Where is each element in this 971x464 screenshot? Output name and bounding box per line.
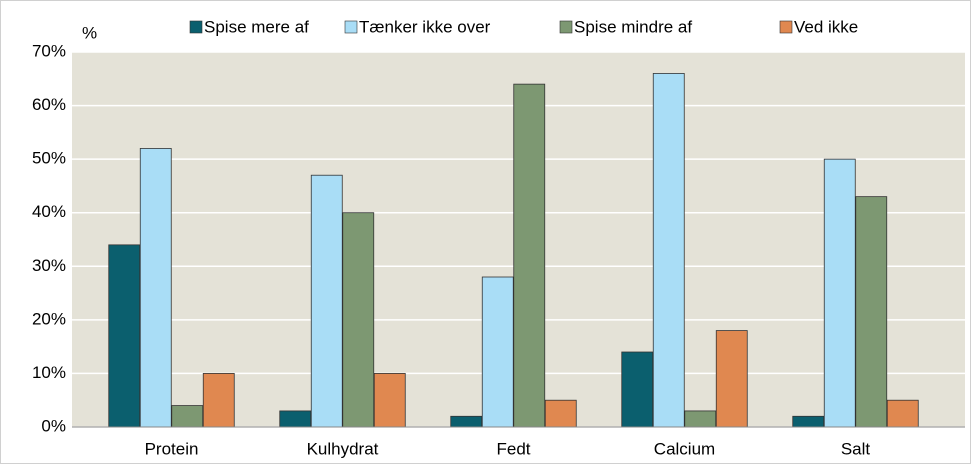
legend-label: Spise mindre af — [574, 17, 692, 36]
x-tick-label: Protein — [145, 439, 199, 458]
bar — [139, 148, 172, 428]
bar — [652, 73, 685, 428]
legend-swatch — [559, 20, 573, 34]
bar — [513, 83, 546, 428]
y-tick-label: 40% — [32, 202, 66, 221]
x-tick-label: Kulhydrat — [307, 439, 379, 458]
x-tick-label: Salt — [841, 439, 871, 458]
legend-label: Spise mere af — [204, 17, 309, 36]
bar — [171, 405, 204, 428]
y-unit: % — [82, 23, 97, 42]
legend-label: Ved ikke — [794, 17, 858, 36]
bar — [792, 415, 825, 428]
y-tick-label: 10% — [32, 363, 66, 382]
bar — [108, 244, 141, 428]
legend-swatch — [344, 20, 358, 34]
x-tick-label: Calcium — [654, 439, 715, 458]
legend-swatch — [779, 20, 793, 34]
x-tick-label: Fedt — [496, 439, 530, 458]
bar — [373, 373, 406, 428]
y-tick-label: 70% — [32, 41, 66, 60]
bar — [342, 212, 375, 428]
legend-label: Tænker ikke over — [359, 17, 491, 36]
bar — [279, 410, 312, 428]
bar — [715, 330, 748, 428]
y-tick-label: 0% — [41, 416, 66, 435]
y-tick-label: 20% — [32, 309, 66, 328]
legend-swatch — [189, 20, 203, 34]
bar — [886, 399, 919, 428]
bar — [450, 415, 483, 428]
y-tick-label: 60% — [32, 95, 66, 114]
bar — [310, 174, 343, 428]
bar — [823, 158, 856, 428]
bar — [855, 196, 888, 428]
bar — [621, 351, 654, 428]
y-tick-label: 50% — [32, 149, 66, 168]
bar — [684, 410, 717, 428]
bar — [481, 276, 514, 428]
bar — [544, 399, 577, 428]
y-tick-label: 30% — [32, 256, 66, 275]
bar — [202, 373, 235, 428]
